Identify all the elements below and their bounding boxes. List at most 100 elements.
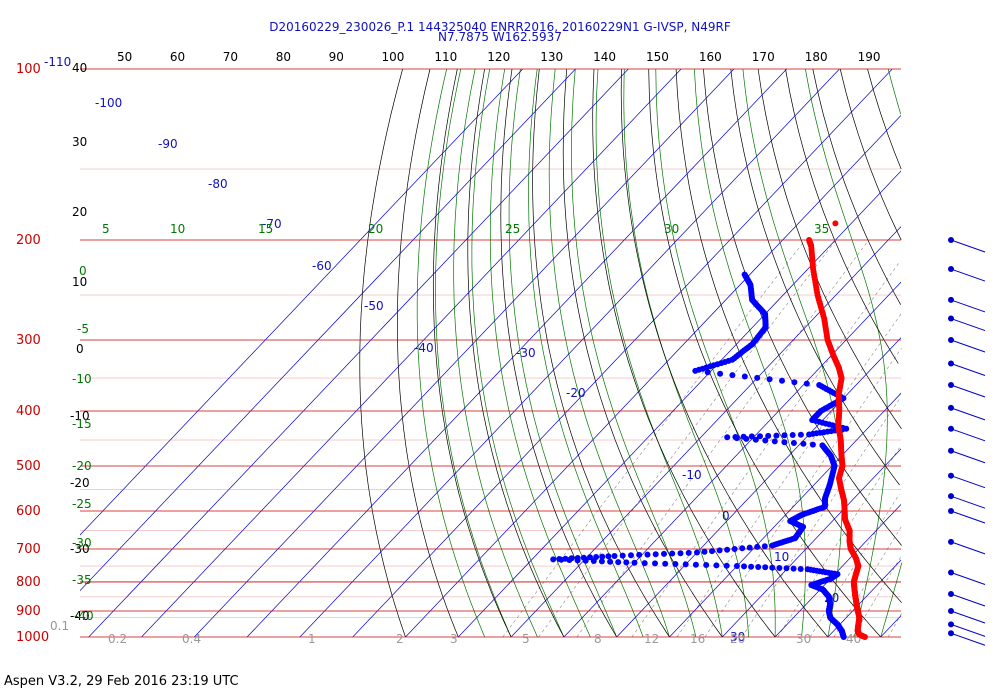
chart-title-line2: N7.7875 W162.5937 xyxy=(438,30,562,44)
dewpoint-point xyxy=(762,437,769,444)
fahrenheit-tick-label: 60 xyxy=(170,50,185,64)
dry-adiabats xyxy=(359,68,902,638)
wind-barb-staff xyxy=(950,318,986,332)
dewpoint-point xyxy=(587,554,593,561)
isotherm-line xyxy=(722,448,901,637)
dewpoint-point xyxy=(619,552,626,559)
isotherm-line xyxy=(934,69,1000,637)
dewpoint-point xyxy=(652,551,659,558)
dewpoint-point xyxy=(755,564,762,570)
wind-barb-staff xyxy=(950,239,986,253)
dewpoint-point xyxy=(628,552,634,559)
wind-barb-staff xyxy=(950,572,986,585)
mixing-ratio-line xyxy=(676,313,902,638)
left-scale-label: 30 xyxy=(72,135,87,149)
dewpoint-point xyxy=(733,563,740,569)
dry-adiabat-line xyxy=(730,68,900,486)
left-scale-label: -30 xyxy=(70,542,90,556)
left-scale-label: -20 xyxy=(70,476,90,490)
wind-barb-staff xyxy=(950,268,986,282)
dewpoint-point xyxy=(580,554,587,561)
isotherm-label: 10 xyxy=(774,550,789,564)
dewpoint-trace xyxy=(550,271,850,640)
dewpoint-point xyxy=(685,549,692,556)
left-scale-label: -10 xyxy=(70,409,90,423)
dewpoint-point xyxy=(800,440,807,447)
pressure-tick-label: 100 xyxy=(16,62,41,77)
dewpoint-point xyxy=(740,433,747,440)
dewpoint-point xyxy=(748,563,755,570)
wind-barb-staff xyxy=(950,593,986,607)
mixing-ratio-line xyxy=(741,398,901,638)
dewpoint-point xyxy=(550,556,557,563)
isotherm-line xyxy=(88,69,629,637)
theta-e-label: -30 xyxy=(72,536,92,550)
mixing-ratio-line xyxy=(809,493,900,638)
isotherm-label: -80 xyxy=(208,177,228,191)
dewpoint-point xyxy=(797,566,804,572)
isotherms xyxy=(80,69,1000,637)
dewpoint-point xyxy=(762,564,769,571)
dewpoint-point xyxy=(790,565,797,572)
pressure-tick-label: 300 xyxy=(16,333,41,348)
mixing-ratio-label: 0.4 xyxy=(182,632,201,646)
mixing-ratio-line xyxy=(576,239,870,638)
theta-e-label: -35 xyxy=(72,573,92,587)
dewpoint-point xyxy=(766,376,773,383)
dewpoint-point xyxy=(732,434,739,440)
wind-barb-staff xyxy=(950,363,986,376)
dewpoint-point xyxy=(703,562,710,568)
wind-barbs xyxy=(948,236,986,646)
dewpoint-point xyxy=(641,560,648,567)
moist-adiabat-line xyxy=(742,68,843,638)
wind-barb-staff xyxy=(950,428,986,442)
isotherm-line xyxy=(246,69,787,637)
isotherm-line xyxy=(80,69,576,592)
footer-text: Aspen V3.2, 29 Feb 2016 23:19 UTC xyxy=(4,674,239,689)
isotherm-label: -50 xyxy=(364,299,384,313)
fahrenheit-tick-label: 180 xyxy=(805,50,828,64)
left-scale-label: 40 xyxy=(72,61,87,75)
dewpoint-point xyxy=(741,373,748,380)
chart-title-line1: D20160229_230026_P.1 144325040 ENRR2016,… xyxy=(269,20,731,34)
moist-adiabat-line xyxy=(571,68,697,638)
dewpoint-point xyxy=(716,547,723,554)
dewpoint-point xyxy=(804,566,811,573)
dry-adiabat-line xyxy=(812,68,902,305)
left-scale-label: -40 xyxy=(70,609,90,623)
dewpoint-point xyxy=(803,380,810,387)
fahrenheit-tick-label: 110 xyxy=(434,50,457,64)
dewpoint-point xyxy=(723,562,730,569)
mixing-ratio-line xyxy=(704,347,902,638)
mixing-ratio-line xyxy=(538,239,837,638)
pressure-tick-label: 900 xyxy=(16,604,41,619)
dewpoint-point xyxy=(746,544,753,551)
fahrenheit-tick-label: 170 xyxy=(752,50,775,64)
theta-e-label: -15 xyxy=(72,417,92,431)
fahrenheit-tick-label: 140 xyxy=(593,50,616,64)
moist-adiabats xyxy=(416,68,903,638)
dewpoint-point xyxy=(765,432,772,439)
mixing-ratio-label: 30 xyxy=(796,632,811,646)
pressure-tick-label: 200 xyxy=(16,233,41,248)
moist-adiabat-line xyxy=(489,68,591,638)
mixing-ratio-label: 0.1 xyxy=(50,619,69,633)
dewpoint-point xyxy=(769,564,776,571)
mixing-ratio-label: 0.2 xyxy=(108,632,127,646)
dewpoint-point xyxy=(562,555,569,562)
dry-adiabat-line xyxy=(867,68,902,170)
dry-adiabat-line xyxy=(703,68,902,546)
isotherm-label: 0 xyxy=(722,509,730,523)
dry-adiabat-line xyxy=(620,68,829,638)
dewpoint-point xyxy=(739,545,746,552)
left-scale-label: -110 xyxy=(44,55,71,69)
wind-barb-staff xyxy=(950,610,986,624)
dewpoint-point xyxy=(731,546,738,552)
dewpoint-point xyxy=(757,433,763,440)
dewpoint-point xyxy=(752,436,759,443)
theta-e-label: 10 xyxy=(170,222,185,236)
dewpoint-point xyxy=(672,561,679,567)
mixing-ratio-label: 16 xyxy=(690,632,705,646)
isotherm-line xyxy=(986,69,1000,637)
